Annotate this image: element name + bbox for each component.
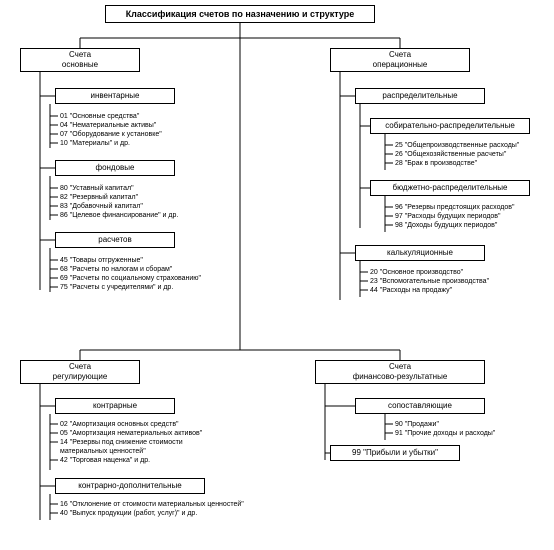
item: 83 "Добавочный капитал" — [60, 202, 178, 211]
l1-main-l2: основные — [62, 60, 98, 69]
main-inv-items: 01 "Основные средства" 04 "Нематериальны… — [60, 112, 162, 148]
item: 07 "Оборудование к установке" — [60, 130, 162, 139]
l1-reg-l1: Счета — [69, 362, 91, 371]
item: 42 "Торговая наценка" и др. — [60, 456, 202, 465]
l1-reg: Счетарегулирующие — [20, 360, 140, 384]
main-rasch: расчетов — [55, 232, 175, 248]
item: 40 "Выпуск продукции (работ, услуг)" и д… — [60, 509, 244, 518]
reg-kontr: контрарные — [55, 398, 175, 414]
item: 80 "Уставный капитал" — [60, 184, 178, 193]
l1-fin-l2: финансово-результатные — [353, 372, 448, 381]
fin-pribyl: 99 "Прибыли и убытки" — [330, 445, 460, 461]
l1-fin: Счетафинансово-результатные — [315, 360, 485, 384]
reg-kontrdop-items: 16 "Отклонение от стоимости материальных… — [60, 500, 244, 518]
oper-kalk-items: 20 "Основное производство" 23 "Вспомогат… — [370, 268, 489, 295]
main-fond: фондовые — [55, 160, 175, 176]
l1-main: Счетаосновные — [20, 48, 140, 72]
fin-sopost-items: 90 "Продажи" 91 "Прочие доходы и расходы… — [395, 420, 495, 438]
oper-budg: бюджетно-распределительные — [370, 180, 530, 196]
item: 98 "Доходы будущих периодов" — [395, 221, 515, 230]
fin-sopost: сопоставляющие — [355, 398, 485, 414]
item: 02 "Амортизация основных средств" — [60, 420, 202, 429]
item: 14 "Резервы под снижение стоимости — [60, 438, 202, 447]
main-rasch-items: 45 "Товары отгруженные" 68 "Расчеты по н… — [60, 256, 201, 292]
item: 68 "Расчеты по налогам и сборам" — [60, 265, 201, 274]
item: 44 "Расходы на продажу" — [370, 286, 489, 295]
item: 10 "Материалы" и др. — [60, 139, 162, 148]
item: 04 "Нематериальные активы" — [60, 121, 162, 130]
item: 20 "Основное производство" — [370, 268, 489, 277]
oper-kalk: калькуляционные — [355, 245, 485, 261]
l1-main-l1: Счета — [69, 50, 91, 59]
title-box: Классификация счетов по назначению и стр… — [105, 5, 375, 23]
l1-oper-l1: Счета — [389, 50, 411, 59]
item: 23 "Вспомогательные производства" — [370, 277, 489, 286]
item: 25 "Общепроизводственные расходы" — [395, 141, 519, 150]
oper-sobir-items: 25 "Общепроизводственные расходы" 26 "Об… — [395, 141, 519, 168]
item: материальных ценностей" — [60, 447, 202, 456]
item: 90 "Продажи" — [395, 420, 495, 429]
reg-kontr-items: 02 "Амортизация основных средств" 05 "Ам… — [60, 420, 202, 465]
item: 69 "Расчеты по социальному страхованию" — [60, 274, 201, 283]
l1-oper-l2: операционные — [373, 60, 428, 69]
reg-kontrdop: контрарно-дополнительные — [55, 478, 205, 494]
l1-fin-l1: Счета — [389, 362, 411, 371]
main-fond-items: 80 "Уставный капитал" 82 "Резервный капи… — [60, 184, 178, 220]
l1-reg-l2: регулирующие — [53, 372, 108, 381]
item: 26 "Общехозяйственные расчеты" — [395, 150, 519, 159]
item: 28 "Брак в производстве" — [395, 159, 519, 168]
item: 82 "Резервный капитал" — [60, 193, 178, 202]
item: 75 "Расчеты с учредителями" и др. — [60, 283, 201, 292]
item: 86 "Целевое финансирование" и др. — [60, 211, 178, 220]
oper-budg-items: 96 "Резервы предстоящих расходов" 97 "Ра… — [395, 203, 515, 230]
item: 97 "Расходы будущих периодов" — [395, 212, 515, 221]
oper-raspr: распределительные — [355, 88, 485, 104]
item: 91 "Прочие доходы и расходы" — [395, 429, 495, 438]
oper-sobir: собирательно-распределительные — [370, 118, 530, 134]
item: 01 "Основные средства" — [60, 112, 162, 121]
item: 05 "Амортизация нематериальных активов" — [60, 429, 202, 438]
l1-oper: Счетаоперационные — [330, 48, 470, 72]
item: 96 "Резервы предстоящих расходов" — [395, 203, 515, 212]
item: 45 "Товары отгруженные" — [60, 256, 201, 265]
main-inv: инвентарные — [55, 88, 175, 104]
item: 16 "Отклонение от стоимости материальных… — [60, 500, 244, 509]
